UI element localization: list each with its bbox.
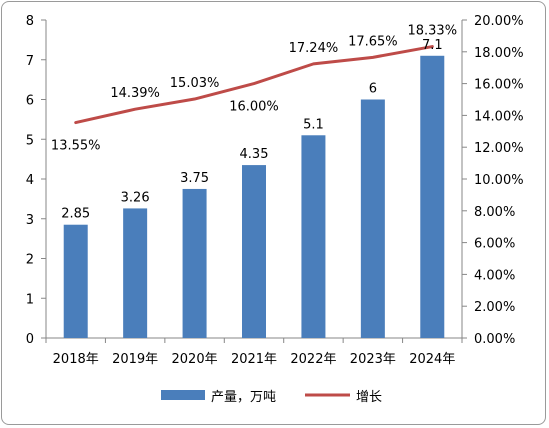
y-left-tick-label: 0 [26,332,34,347]
bar-value-label: 7.1 [422,38,443,53]
y-right-tick-label: 4.00% [474,268,515,283]
bar-series [63,55,445,339]
data-labels: 2.85 3.26 3.75 4.35 5.1 6 7.1 13.55% 14.39% 15.03… [51,24,457,222]
bar [360,99,385,338]
growth-value-label: 16.00% [229,100,279,115]
bar [182,188,207,338]
y-right-tick-label: 18.00% [474,46,524,61]
x-tick-label: 2024年 [409,352,455,367]
bar [63,224,88,338]
y-right-tick-label: 16.00% [474,78,524,93]
y-right-tick-label: 2.00% [474,300,515,315]
growth-value-label: 13.55% [51,139,101,154]
growth-value-label: 14.39% [110,86,160,101]
x-tick-label: 2019年 [112,352,158,367]
bar [420,55,445,339]
y-left-tick-label: 2 [26,253,34,268]
growth-value-label: 18.33% [407,24,457,39]
bar-value-label: 3.26 [121,190,150,205]
legend-label-bar: 产量，万吨 [211,390,276,405]
bar-value-label: 3.75 [180,171,209,186]
bar-value-label: 4.35 [240,147,269,162]
x-tick-label: 2020年 [172,352,218,367]
y-left-tick-label: 3 [26,213,34,228]
y-left-tick-label: 6 [26,94,34,109]
legend: 产量，万吨 增长 [161,390,382,405]
bar [301,135,326,338]
x-tick-label: 2022年 [290,352,336,367]
x-tick-label: 2023年 [350,352,396,367]
growth-value-label: 15.03% [170,76,220,91]
y-left-tick-label: 7 [26,54,34,69]
y-left-tick-label: 8 [26,14,34,29]
x-tick-label: 2018年 [53,352,99,367]
legend-swatch-bar [161,390,205,400]
line-series [74,45,434,125]
bar [242,165,266,338]
y-right-tick-label: 20.00% [474,14,524,29]
axes: 0 1 2 3 4 5 6 7 8 0.00% 2.00% 4.00% 6.00% 8.00% 10.00%… [26,14,524,367]
legend-label-line: 增长 [356,390,382,405]
bar-value-label: 5.1 [303,117,324,132]
y-left-tick-label: 4 [26,173,34,188]
bar [123,208,148,338]
growth-value-label: 17.24% [289,41,339,56]
y-left-tick-label: 1 [26,292,34,307]
bar-value-label: 6 [369,82,377,97]
y-left-tick-label: 5 [26,133,34,148]
x-tick-label: 2021年 [231,352,277,367]
y-right-tick-label: 0.00% [474,332,515,347]
y-right-tick-label: 8.00% [474,205,515,220]
y-right-tick-label: 12.00% [474,141,524,156]
growth-value-label: 17.65% [348,34,398,49]
y-right-tick-label: 10.00% [474,173,524,188]
bar-value-label: 2.85 [61,207,90,222]
y-right-tick-label: 14.00% [474,109,524,124]
y-right-tick-label: 6.00% [474,237,515,252]
